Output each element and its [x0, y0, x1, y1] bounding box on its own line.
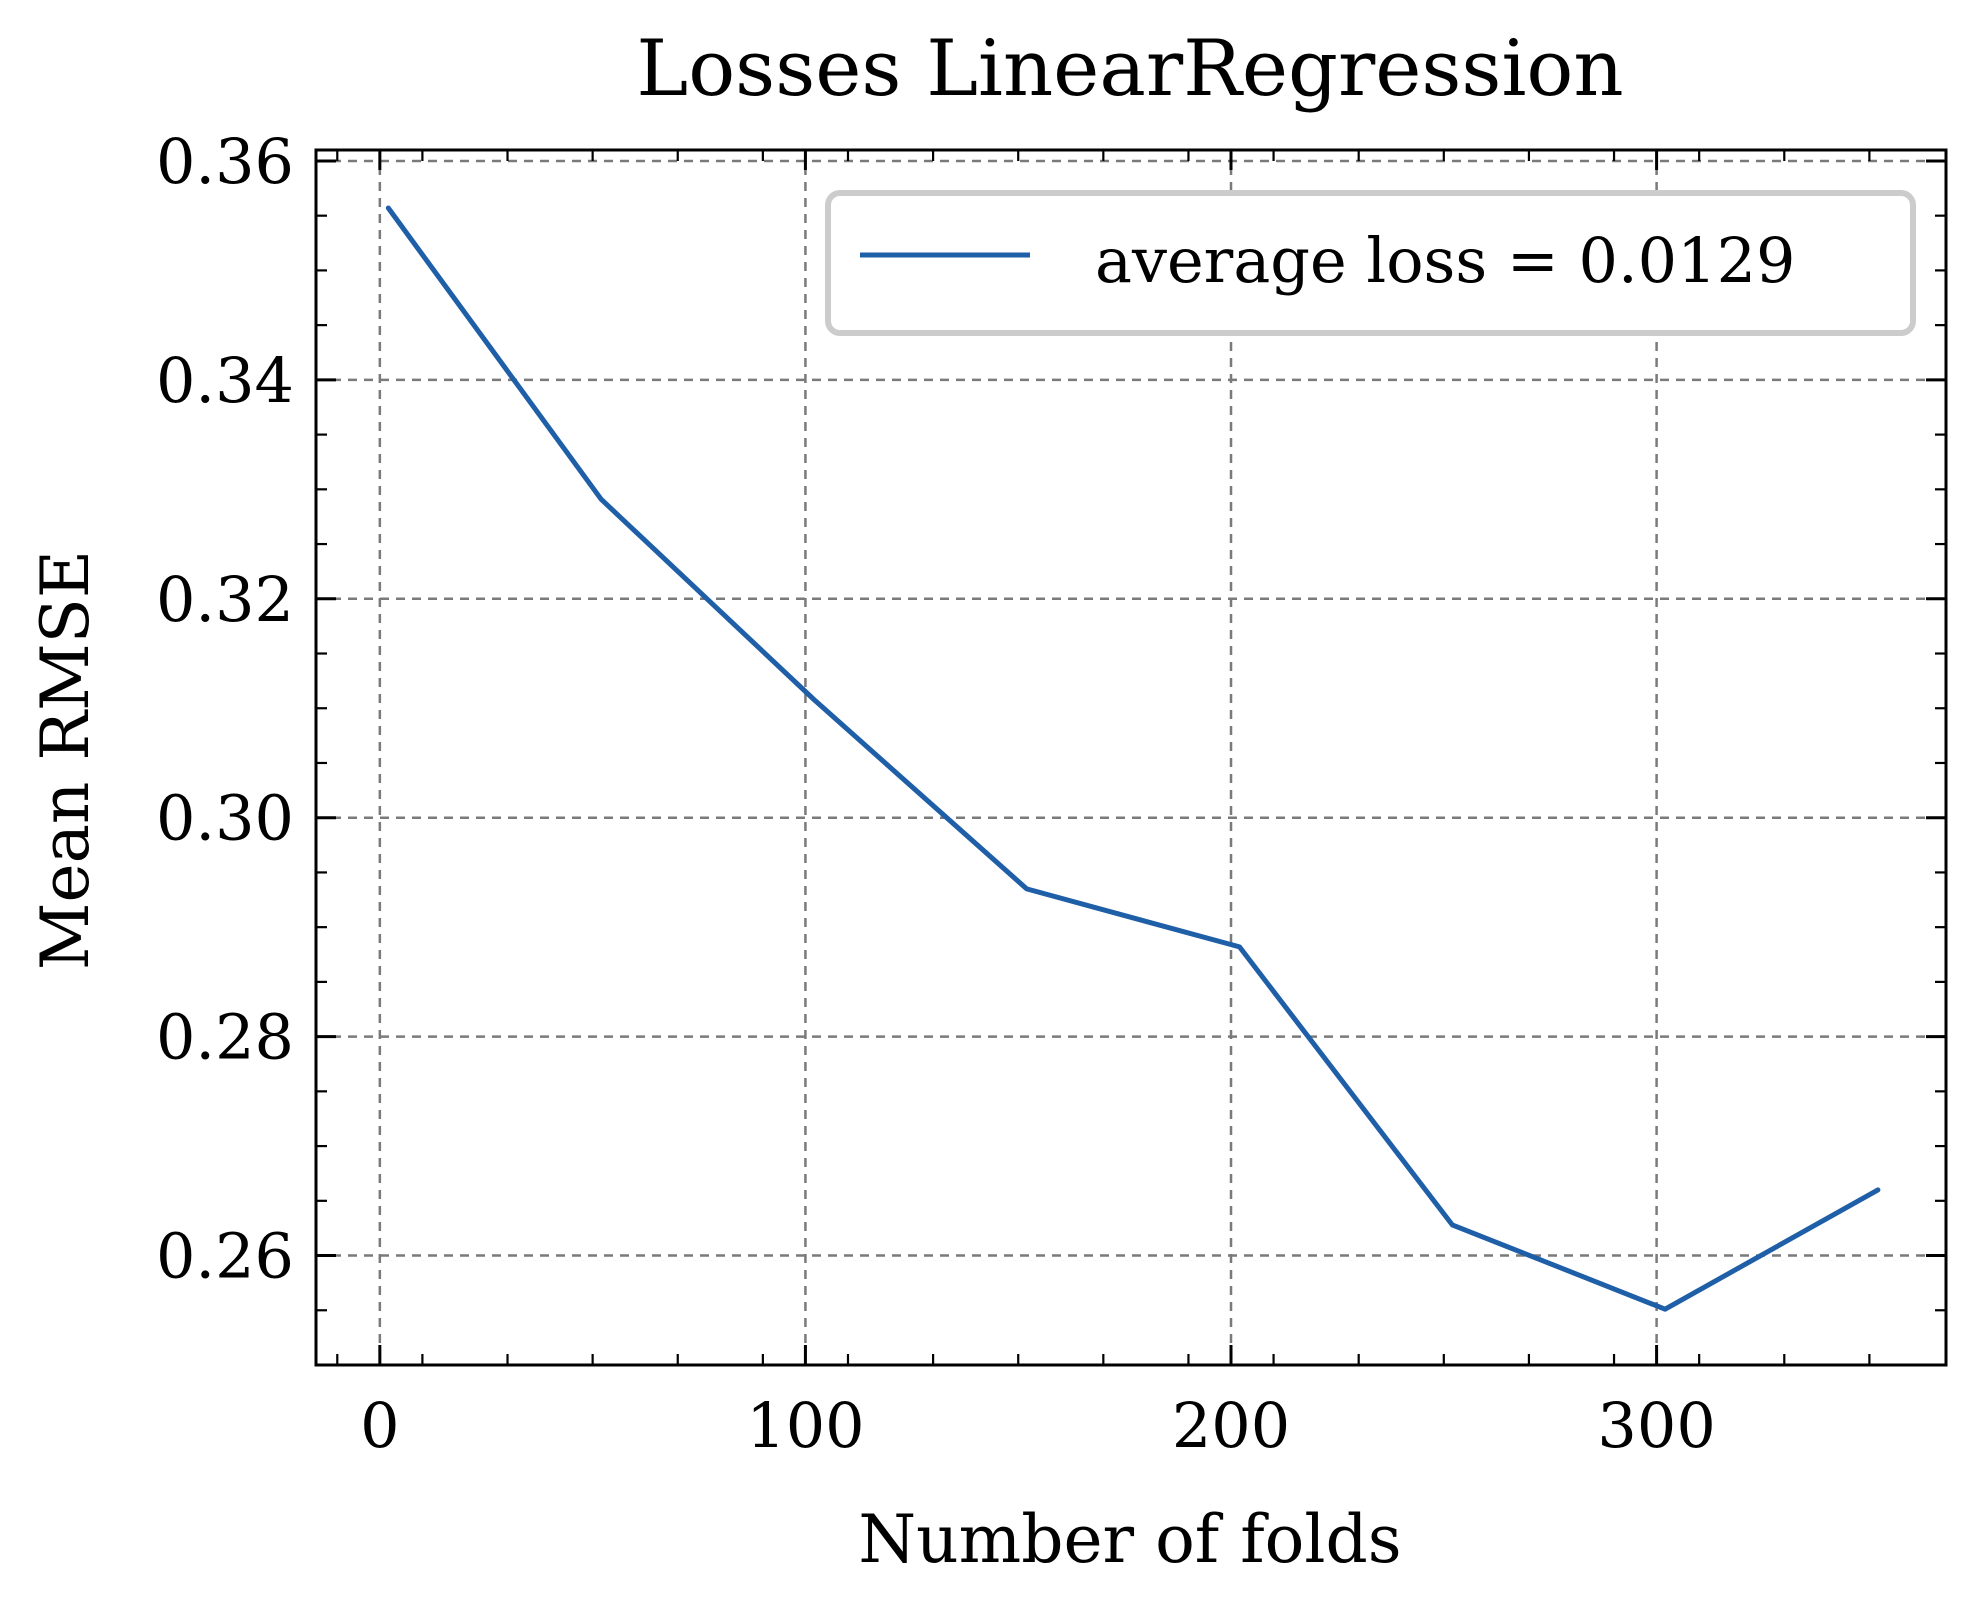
- y-tick-label: 0.28: [156, 1001, 294, 1074]
- series-line: [385, 205, 1881, 1312]
- y-tick-label: 0.26: [156, 1220, 294, 1293]
- legend-label: average loss = 0.0129: [1095, 224, 1795, 297]
- y-tick-label: 0.34: [156, 344, 294, 417]
- x-axis-label: Number of folds: [858, 1501, 1401, 1578]
- x-tick-label: 200: [1172, 1389, 1290, 1462]
- legend-box: [825, 190, 1916, 336]
- y-tick-label: 0.30: [156, 782, 294, 855]
- x-tick-label: 100: [746, 1389, 864, 1462]
- y-axis-label: Mean RMSE: [27, 550, 104, 970]
- x-tick-label: 0: [360, 1389, 399, 1462]
- chart-title: Losses LinearRegression: [636, 24, 1623, 114]
- y-tick-label: 0.36: [156, 125, 294, 198]
- grid-lines: [316, 150, 1946, 1365]
- axis-ticks: [316, 150, 1946, 1365]
- tick-labels: 0 100 200 300 0.26 0.28 0.30 0.32 0.34 0.36: [156, 125, 1716, 1462]
- series-lines: [385, 205, 1881, 1312]
- legend: average loss = 0.0129: [825, 190, 1916, 336]
- y-tick-label: 0.32: [156, 563, 294, 636]
- plot-frame: [314, 148, 1948, 1367]
- x-tick-label: 300: [1597, 1389, 1715, 1462]
